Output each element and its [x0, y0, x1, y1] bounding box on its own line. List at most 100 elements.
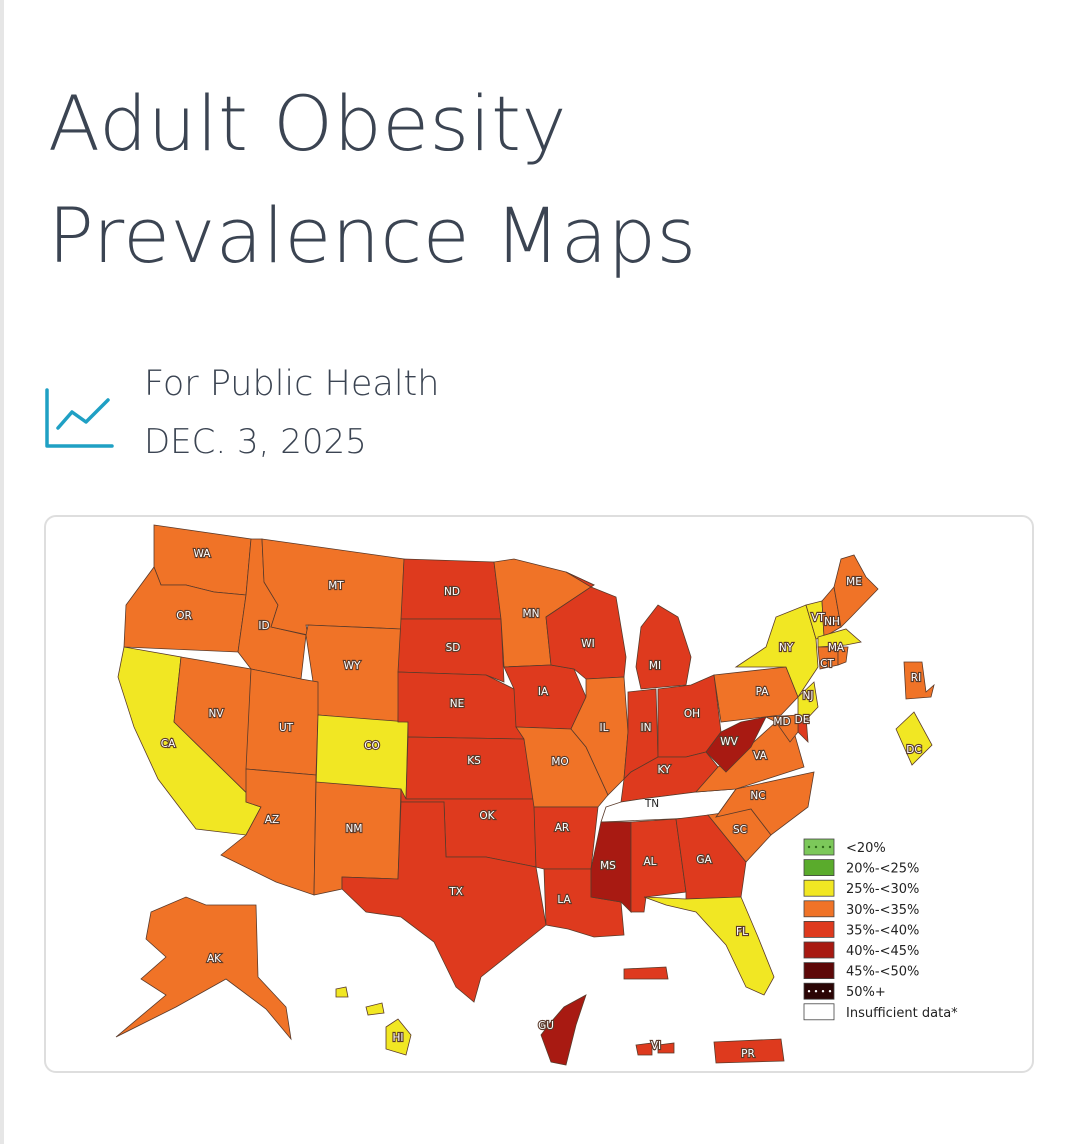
label-OK: OK [479, 810, 495, 822]
legend-swatch-35_40 [803, 920, 835, 938]
label-VA: VA [753, 750, 768, 762]
label-AL: AL [643, 856, 656, 868]
legend-label-20_25: 20%-<25% [846, 862, 919, 877]
article-category[interactable]: For Public Health [144, 364, 440, 404]
legend-pattern-dot [814, 990, 818, 993]
state-SD[interactable] [397, 618, 505, 683]
legend-label-25_30: 25%-<30% [846, 882, 919, 897]
state-TX[interactable] [341, 801, 547, 1003]
label-ND: ND [444, 586, 460, 598]
obesity-map-card: WA OR CA NV ID MT WY UT AZ CO NM ND SD N… [44, 515, 1034, 1073]
label-CA: CA [161, 738, 176, 750]
label-AK: AK [207, 953, 222, 965]
state-DC[interactable] [895, 711, 933, 766]
state-MA[interactable] [817, 628, 862, 648]
state-PA[interactable] [713, 666, 799, 723]
legend-pattern-dot [807, 990, 811, 993]
legend-label-40_45: 40%-<45% [846, 944, 919, 959]
label-IL: IL [600, 722, 609, 734]
label-OR: OR [176, 610, 192, 622]
state-MD[interactable] [764, 714, 799, 743]
state-labels: WA OR CA NV ID MT WY UT AZ CO NM ND SD N… [160, 547, 923, 1061]
legend-pattern-dot [821, 845, 825, 849]
legend-pattern-dot [807, 845, 811, 849]
label-NJ: NJ [803, 690, 814, 702]
label-NY: NY [779, 642, 794, 654]
label-AZ: AZ [265, 814, 279, 826]
state-FL[interactable] [643, 896, 775, 996]
label-ID: ID [258, 620, 269, 632]
label-PR: PR [741, 1048, 755, 1060]
legend-label-50plus: 50%+ [846, 985, 886, 1000]
state-WY[interactable] [305, 624, 402, 723]
legend-pattern-dot [814, 845, 818, 849]
state-ME[interactable] [833, 554, 879, 628]
state-AR[interactable] [533, 806, 599, 870]
territory-PR[interactable] [713, 1038, 785, 1064]
legend-swatch-20_25 [803, 859, 835, 877]
label-NH: NH [824, 616, 840, 628]
legend-pattern-dot [828, 845, 832, 849]
state-RI[interactable] [837, 646, 849, 666]
label-IN: IN [641, 722, 652, 734]
legend-pattern-dot [821, 990, 825, 993]
label-VT: VT [811, 612, 825, 624]
label-CT: CT [820, 658, 834, 670]
label-FL: FL [736, 926, 748, 938]
territory-GU[interactable] [540, 994, 587, 1066]
legend-swatch-40_45 [803, 941, 835, 959]
label-TN: TN [644, 798, 659, 810]
state-HI[interactable] [385, 1018, 412, 1056]
article-date: DEC. 3, 2025 [144, 422, 367, 462]
label-MS: MS [600, 860, 616, 872]
state-IL[interactable] [570, 676, 629, 796]
label-NC: NC [750, 790, 765, 802]
label-VI: VI [651, 1040, 661, 1052]
state-MI[interactable] [635, 604, 692, 690]
label-AR: AR [555, 822, 569, 834]
state-RI-inset[interactable] [903, 661, 935, 700]
state-WA[interactable] [153, 524, 252, 596]
territory-VI[interactable] [635, 1042, 653, 1056]
state-AK[interactable] [115, 896, 292, 1041]
label-LA: LA [557, 894, 571, 906]
label-MO: MO [551, 756, 568, 768]
state-WV[interactable] [705, 716, 767, 773]
title-line-2: Prevalence Maps [48, 191, 697, 280]
territory-PR-ext[interactable] [623, 966, 669, 980]
state-HI-island[interactable] [335, 986, 349, 998]
label-KY: KY [658, 764, 672, 776]
label-WV: WV [720, 736, 738, 748]
state-NJ[interactable] [797, 681, 819, 723]
legend-swatch-50plus [803, 982, 835, 1000]
label-WA: WA [194, 548, 212, 560]
legend-label-30_35: 30%-<35% [846, 903, 919, 918]
legend-swatch-45_50 [803, 962, 835, 980]
label-WY: WY [344, 660, 361, 672]
label-MD: MD [773, 716, 790, 728]
legend-swatch-lt20 [803, 838, 835, 856]
label-GU: GU [538, 1020, 554, 1032]
label-MA: MA [828, 642, 845, 654]
legend-swatch-30_35 [803, 900, 835, 918]
label-TX: TX [448, 886, 463, 898]
page-left-border [0, 0, 4, 1144]
legend-pattern-dot [828, 990, 832, 993]
legend-label-35_40: 35%-<40% [846, 923, 919, 938]
territory-VI-2[interactable] [657, 1042, 675, 1054]
label-MT: MT [328, 580, 344, 592]
label-GA: GA [696, 854, 712, 866]
label-NV: NV [208, 708, 224, 720]
label-DE: DE [795, 714, 810, 726]
legend-swatch-25_30 [803, 879, 835, 897]
label-MN: MN [523, 608, 540, 620]
label-DC: DC [906, 744, 921, 756]
legend-label-lt20: <20% [846, 841, 886, 856]
map-legend: <20% 20%-<25% 25%-<30% 30%-<35% 35%-<40% 40%-… [803, 838, 958, 1021]
state-KS[interactable] [405, 736, 535, 800]
trend-line-icon [45, 388, 114, 448]
label-UT: UT [279, 722, 294, 734]
label-NM: NM [346, 823, 363, 835]
legend-swatch-insufficient [803, 1003, 835, 1021]
state-HI-island2[interactable] [365, 1002, 385, 1016]
